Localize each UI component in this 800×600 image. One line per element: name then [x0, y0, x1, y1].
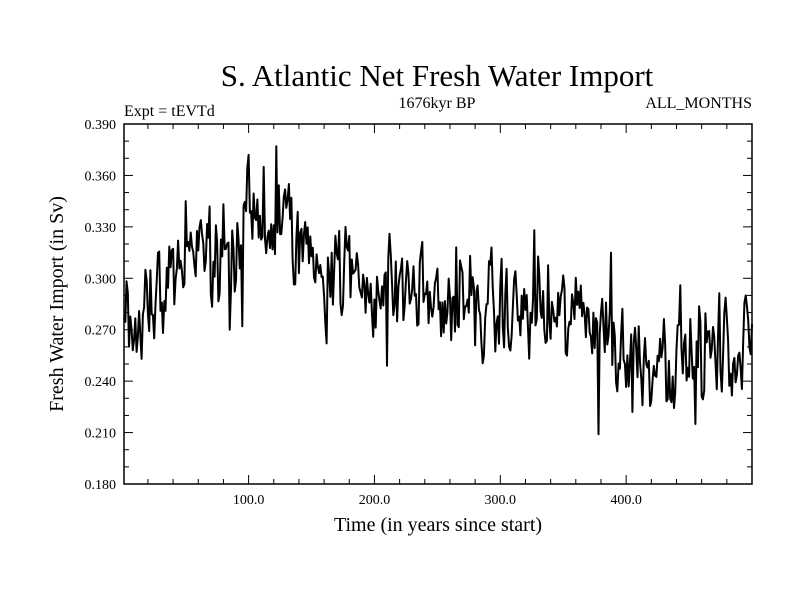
x-tick-labels: 100.0 200.0 300.0 400.0 [233, 493, 642, 508]
y-tick-label: 0.360 [85, 169, 117, 184]
x-tick-label: 400.0 [610, 493, 642, 508]
x-tick-label: 200.0 [359, 493, 391, 508]
x-axis-label: Time (in years since start) [334, 514, 542, 536]
series-line [123, 145, 753, 436]
y-tick-label: 0.270 [85, 324, 117, 339]
chart-title: S. Atlantic Net Fresh Water Import [221, 58, 654, 93]
y-axis-label: Fresh Water Import (in Sv) [46, 196, 68, 412]
period-label: 1676kyr BP [399, 95, 476, 112]
x-tick-label: 100.0 [233, 493, 265, 508]
y-tick-label: 0.300 [85, 272, 117, 287]
experiment-label: Expt = tEVTd [124, 103, 215, 120]
plot-frame [123, 123, 753, 485]
y-tick-label: 0.180 [85, 478, 117, 493]
y-tick-labels: 0.180 0.210 0.240 0.270 0.300 0.330 0.360 0.390 [85, 118, 117, 493]
months-label: ALL_MONTHS [645, 95, 752, 112]
y-tick-label: 0.330 [85, 221, 117, 236]
y-tick-label: 0.210 [85, 427, 117, 442]
y-tick-label: 0.390 [85, 118, 117, 133]
x-tick-label: 300.0 [485, 493, 517, 508]
y-tick-label: 0.240 [85, 375, 117, 390]
